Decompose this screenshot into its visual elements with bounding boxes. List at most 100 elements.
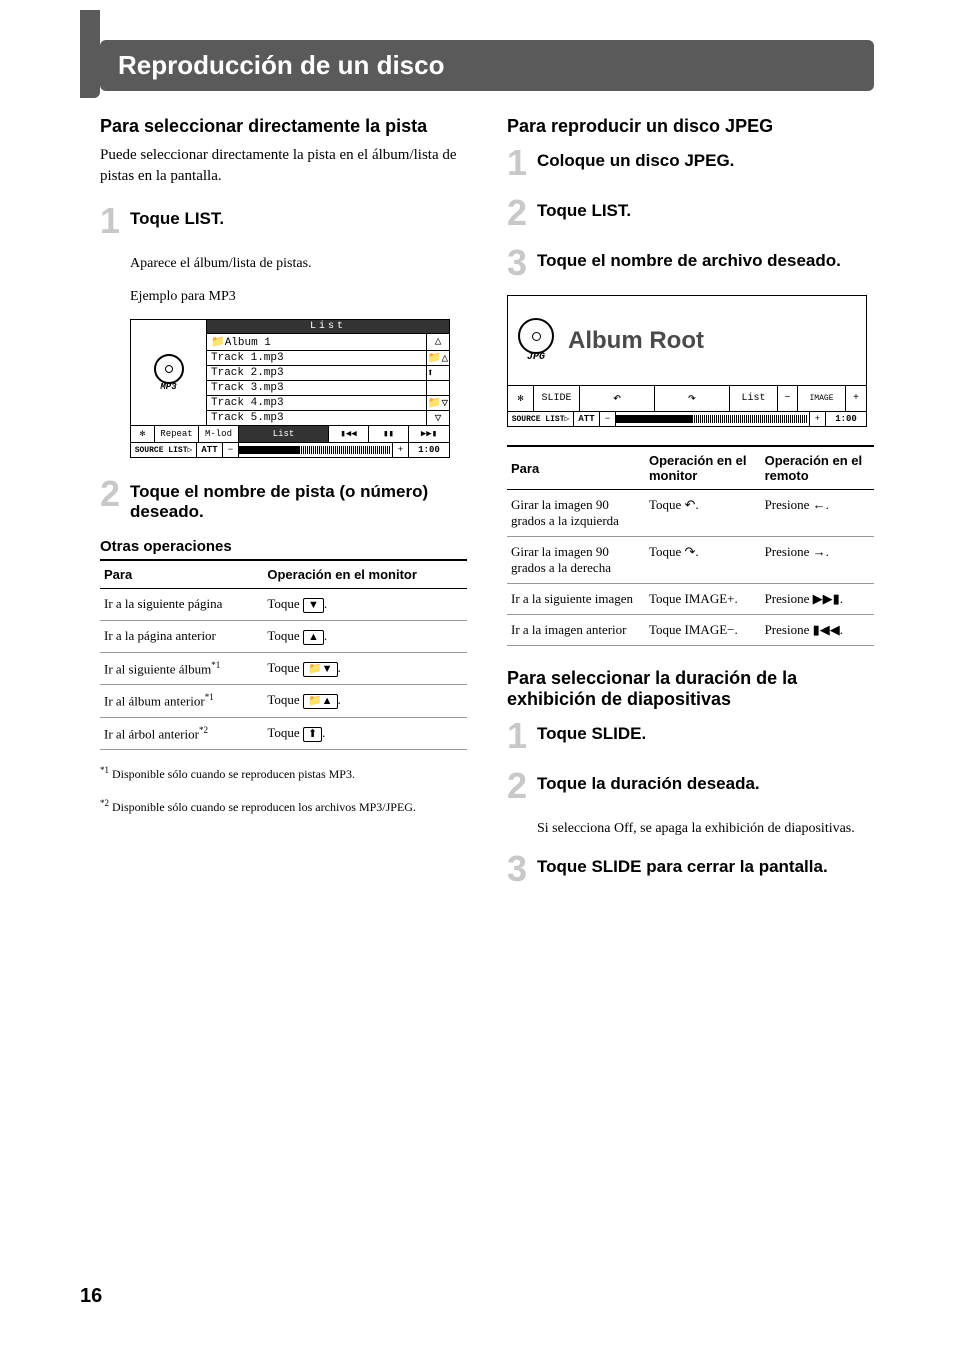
mp3-side-icon: △ [427, 334, 449, 350]
ops-remote: Presione ←. [761, 490, 874, 537]
mp3-side-icon: 📁▽ [427, 396, 449, 410]
step-1-sub2: Ejemplo para MP3 [100, 286, 467, 307]
ops-monitor: Toque ↶. [645, 490, 761, 537]
section-head-jpeg: Para reproducir un disco JPEG [507, 116, 874, 137]
jpg-album-title: Album Root [568, 327, 704, 355]
other-ops-heading: Otras operaciones [100, 538, 467, 561]
s2-step-1: 1 Toque SLIDE. [507, 718, 874, 754]
ops-remote: Presione →. [761, 537, 874, 584]
r-step-2: 2 Toque LIST. [507, 195, 874, 231]
ops-para: Girar la imagen 90 grados a la izquierda [507, 490, 645, 537]
r-step-1: 1 Coloque un disco JPEG. [507, 145, 874, 181]
mp3-track: Track 5.mp3 [207, 411, 427, 425]
jpg-ctrl: List [730, 386, 778, 411]
mp3-ctrl: M-lod [199, 426, 239, 442]
ops-monitor: Toque IMAGE−. [645, 615, 761, 646]
table-row: Ir al álbum anterior*1Toque 📁▲. [100, 685, 467, 717]
ops-remote: Presione ▶▶▮. [761, 584, 874, 615]
mp3-status-row: SOURCE LIST▷ ATT − + 1:00 [131, 442, 449, 457]
jpg-status: 1:00 [826, 412, 866, 426]
ops-monitor: Toque 📁▼. [263, 653, 467, 685]
step-1-number: 1 [100, 203, 130, 239]
jpg-ctrl: ✻ [508, 386, 534, 411]
r-step-2-number: 2 [507, 195, 537, 231]
ops-monitor: Toque ▼. [263, 589, 467, 621]
ops-para: Ir a la siguiente imagen [507, 584, 645, 615]
down-icon: ▼ [303, 598, 324, 613]
jpg-status: + [810, 412, 826, 426]
table-row: Ir a la siguiente páginaToque ▼. [100, 589, 467, 621]
s2-step-3-text: Toque SLIDE para cerrar la pantalla. [537, 851, 828, 877]
step-1: 1 Toque LIST. [100, 203, 467, 239]
ops-para: Ir a la imagen anterior [507, 615, 645, 646]
mp3-controls-row: ✻ Repeat M-lod List ▮◀◀ ▮▮ ▶▶▮ [131, 425, 449, 442]
mp3-status: + [393, 443, 409, 457]
page-number: 16 [80, 1285, 102, 1308]
right-ops-table: Para Operación en el monitor Operación e… [507, 445, 874, 646]
jpg-status: ATT [574, 412, 600, 426]
jpg-screen-mock: JPG Album Root ✻ SLIDE ↶ ↷ List − IMAGE … [507, 295, 867, 427]
section-head-select-track: Para seleccionar directamente la pista [100, 116, 467, 137]
step-2-number: 2 [100, 476, 130, 512]
mp3-screen-mock: MP3 List 📁Album 1△ Track 1.mp3📁△ Track 2… [130, 319, 450, 458]
folder-down-icon: 📁▼ [303, 662, 338, 677]
jpg-ctrl: − [778, 386, 798, 411]
right-column: Para reproducir un disco JPEG 1 Coloque … [507, 116, 874, 901]
up-icon: ▲ [303, 630, 324, 645]
ops-monitor: Toque 📁▲. [263, 685, 467, 717]
s2-step-2-number: 2 [507, 768, 537, 804]
ops-remote: Presione ▮◀◀. [761, 615, 874, 646]
table-row: Ir a la página anteriorToque ▲. [100, 621, 467, 653]
jpg-ctrl: + [846, 386, 866, 411]
ops-monitor: Toque IMAGE+. [645, 584, 761, 615]
r-step-3-number: 3 [507, 245, 537, 281]
ops-para: Ir al árbol anterior*2 [100, 717, 263, 749]
ops-monitor: Toque ↷. [645, 537, 761, 584]
s2-step-2-text: Toque la duración deseada. [537, 768, 760, 794]
mp3-track: Track 1.mp3 [207, 351, 427, 365]
mp3-ctrl: ▮◀◀ [329, 426, 369, 442]
jpg-status: SOURCE LIST▷ [508, 412, 574, 426]
ops-col-monitor: Operación en el monitor [645, 446, 761, 490]
table-row: Girar la imagen 90 grados a la derechaTo… [507, 537, 874, 584]
mp3-ctrl: ▮▮ [369, 426, 409, 442]
r-step-1-number: 1 [507, 145, 537, 181]
r-step-3: 3 Toque el nombre de archivo deseado. [507, 245, 874, 281]
mp3-side-icon: ⬆ [427, 366, 449, 380]
mp3-ctrl: List [239, 426, 329, 442]
table-row: Girar la imagen 90 grados a la izquierda… [507, 490, 874, 537]
mp3-list-title: List [207, 320, 449, 333]
s2-step-1-text: Toque SLIDE. [537, 718, 646, 744]
up-tree-icon: ⬆ [303, 727, 322, 742]
mp3-ctrl: Repeat [155, 426, 199, 442]
folder-up-icon: 📁▲ [303, 694, 338, 709]
ops-col-para: Para [507, 446, 645, 490]
s2-step-2: 2 Toque la duración deseada. [507, 768, 874, 804]
mp3-ctrl: ▶▶▮ [409, 426, 449, 442]
jpg-ctrl: SLIDE [534, 386, 580, 411]
section-body-select-track: Puede seleccionar directamente la pista … [100, 145, 467, 187]
mp3-album: 📁Album 1 [207, 334, 427, 350]
section-head-slide: Para seleccionar la duración de la exhib… [507, 668, 874, 710]
jpg-status-row: SOURCE LIST▷ ATT − + 1:00 [508, 411, 866, 426]
cd-icon [154, 354, 184, 384]
rotate-right-icon: ↷ [655, 386, 730, 411]
mp3-status: − [223, 443, 239, 457]
s2-step-2-sub: Si selecciona Off, se apaga la exhibició… [507, 818, 874, 839]
ops-para: Ir a la página anterior [100, 621, 263, 653]
jpg-status: − [600, 412, 616, 426]
mp3-side-icon: 📁△ [427, 351, 449, 365]
step-2: 2 Toque el nombre de pista (o número) de… [100, 476, 467, 522]
mp3-status: SOURCE LIST▷ [131, 443, 197, 457]
jpg-controls-row: ✻ SLIDE ↶ ↷ List − IMAGE + [508, 385, 866, 411]
s2-step-3-number: 3 [507, 851, 537, 887]
r-step-1-text: Coloque un disco JPEG. [537, 145, 734, 171]
ops-para: Ir al siguiente álbum*1 [100, 653, 263, 685]
page-title-bar: Reproducción de un disco [100, 40, 874, 91]
step-1-sub1: Aparece el álbum/lista de pistas. [100, 253, 467, 274]
mp3-ctrl: ✻ [131, 426, 155, 442]
ops-monitor: Toque ▲. [263, 621, 467, 653]
ops-col-para: Para [100, 561, 263, 589]
cd-icon [518, 318, 554, 354]
mp3-status: 1:00 [409, 443, 449, 457]
